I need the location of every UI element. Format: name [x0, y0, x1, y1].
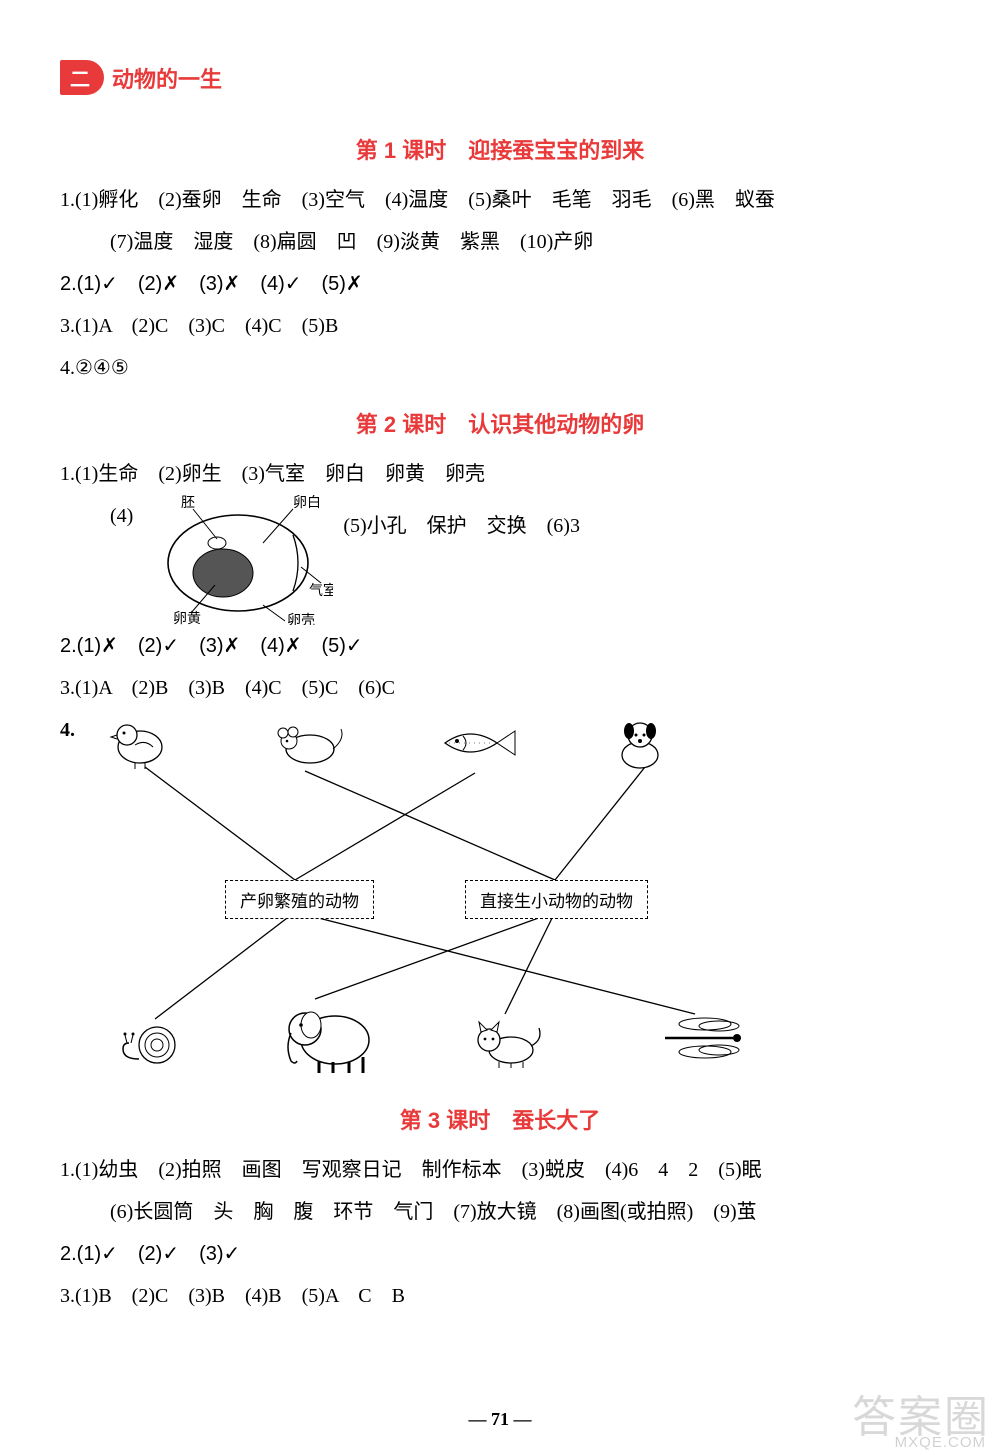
lesson2-q4-label: 4. — [60, 709, 75, 751]
egg-label-luanhuang: 卵黄 — [173, 610, 201, 625]
animal-dragonfly — [655, 1010, 750, 1065]
animal-cat — [465, 1010, 545, 1070]
lesson1-q2: 2.(1)✓ (2)✗ (3)✗ (4)✓ (5)✗ — [60, 263, 940, 305]
animal-fish — [435, 721, 520, 766]
animal-chick — [105, 715, 175, 770]
lesson2-q1-eggrest: (5)小孔 保护 交换 (6)3 — [343, 495, 580, 547]
lesson1-q1-line2: (7)温度 湿度 (8)扁圆 凹 (9)淡黄 紫黑 (10)产卵 — [60, 221, 940, 263]
watermark-url: MXQE.COM — [895, 1434, 986, 1451]
egg-diagram: 胚 卵白 气室 卵黄 卵壳 — [143, 495, 333, 625]
egg-label-luanke: 卵壳 — [287, 612, 315, 625]
egg-label-pei: 胚 — [181, 496, 195, 511]
lesson3-title: 第 3 课时 蚕长大了 — [60, 1103, 940, 1135]
unit-header: 二 动物的一生 — [60, 60, 222, 95]
lesson2-q1-eggprefix: (4) — [60, 495, 133, 537]
lesson2-q3: 3.(1)A (2)B (3)B (4)C (5)C (6)C — [60, 667, 940, 709]
lesson3-q1-line2: (6)长圆筒 头 胸 腹 环节 气门 (7)放大镜 (8)画图(或拍照) (9)… — [60, 1191, 940, 1233]
animal-dog — [605, 715, 675, 775]
animal-mouse — [265, 719, 345, 769]
egg-label-qishi: 气室 — [309, 582, 333, 599]
lesson1-q1-line1: 1.(1)孵化 (2)蚕卵 生命 (3)空气 (4)温度 (5)桑叶 毛笔 羽毛… — [60, 179, 940, 221]
lesson3-q3: 3.(1)B (2)C (3)B (4)B (5)A C B — [60, 1275, 940, 1317]
matching-box-left: 产卵繁殖的动物 — [225, 880, 374, 919]
lesson2-title: 第 2 课时 认识其他动物的卵 — [60, 407, 940, 439]
lesson1-title: 第 1 课时 迎接蚕宝宝的到来 — [60, 133, 940, 165]
unit-title: 动物的一生 — [112, 62, 222, 94]
matching-box-right: 直接生小动物的动物 — [465, 880, 648, 919]
lesson1-q3: 3.(1)A (2)C (3)C (4)C (5)B — [60, 305, 940, 347]
egg-label-luanbai: 卵白 — [293, 495, 321, 511]
lesson2-q1-eggrow: (4) 胚 卵白 气室 卵黄 卵壳 (5)小孔 保护 交换 (6)3 — [60, 495, 940, 625]
unit-number-badge: 二 — [60, 60, 104, 95]
lesson3-q2: 2.(1)✓ (2)✓ (3)✓ — [60, 1233, 940, 1275]
animal-elephant — [275, 995, 385, 1075]
lesson1-q4: 4.②④⑤ — [60, 347, 940, 389]
lesson3-q1-line1: 1.(1)幼虫 (2)拍照 画图 写观察日记 制作标本 (3)蜕皮 (4)6 4… — [60, 1149, 940, 1191]
lesson2-q2: 2.(1)✗ (2)✓ (3)✗ (4)✗ (5)✓ — [60, 625, 940, 667]
matching-diagram: 产卵繁殖的动物 直接生小动物的动物 — [95, 715, 815, 1075]
page-number: — 71 — — [0, 1409, 1000, 1430]
animal-snail — [115, 1015, 190, 1070]
lesson2-q1-line1: 1.(1)生命 (2)卵生 (3)气室 卵白 卵黄 卵壳 — [60, 453, 940, 495]
